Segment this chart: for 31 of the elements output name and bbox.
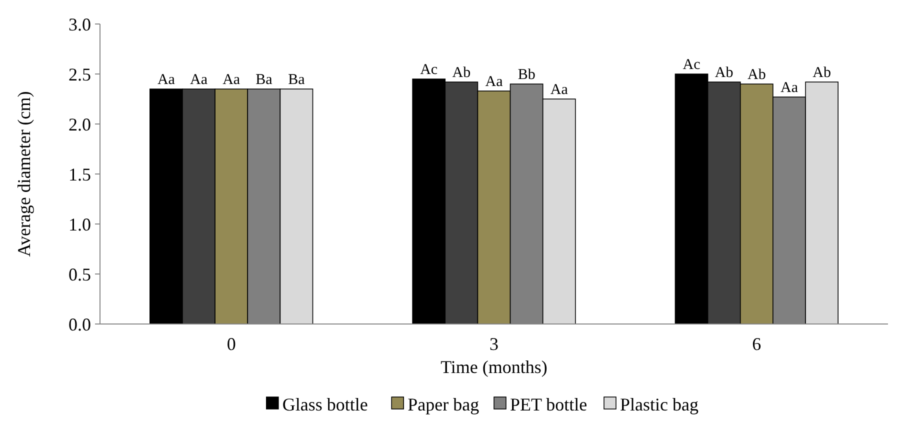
data-label: Aa	[780, 80, 798, 96]
legend-label: Glass bottle	[282, 394, 368, 414]
data-label: Ac	[682, 57, 701, 73]
data-label: Ab	[452, 65, 471, 81]
data-label: Aa	[157, 72, 176, 88]
y-tick-label: 0.0	[68, 314, 91, 334]
y-tick-label: 0.5	[68, 264, 91, 284]
data-label: Bb	[518, 67, 536, 83]
data-label: Ab	[747, 67, 766, 83]
y-axis-title: Average diameter (cm)	[14, 91, 34, 257]
legend-label: Plastic bag	[620, 394, 698, 414]
x-tick-label: 0	[226, 334, 236, 354]
x-tick-label: 6	[752, 334, 762, 354]
data-label: Aa	[222, 72, 240, 88]
data-label: Ac	[420, 62, 438, 78]
y-tick-label: 1.5	[68, 164, 91, 184]
y-tick-label: 1.0	[68, 214, 91, 234]
data-label: Aa	[190, 72, 208, 88]
data-label: Ba	[256, 72, 273, 88]
data-label: Aa	[485, 74, 504, 90]
data-label: Ba	[288, 72, 306, 88]
data-label: Ab	[812, 65, 831, 81]
legend-label: PET bottle	[510, 394, 588, 414]
data-label: Ab	[714, 65, 734, 81]
x-tick-label: 3	[490, 334, 498, 354]
y-tick-label: 2.0	[68, 114, 91, 134]
data-label: Aa	[550, 82, 568, 98]
x-axis-title: Time (months)	[440, 357, 548, 377]
y-tick-label: 2.5	[68, 64, 91, 84]
y-tick-label: 3.0	[68, 14, 91, 34]
legend-label: Paper bag	[408, 394, 480, 414]
